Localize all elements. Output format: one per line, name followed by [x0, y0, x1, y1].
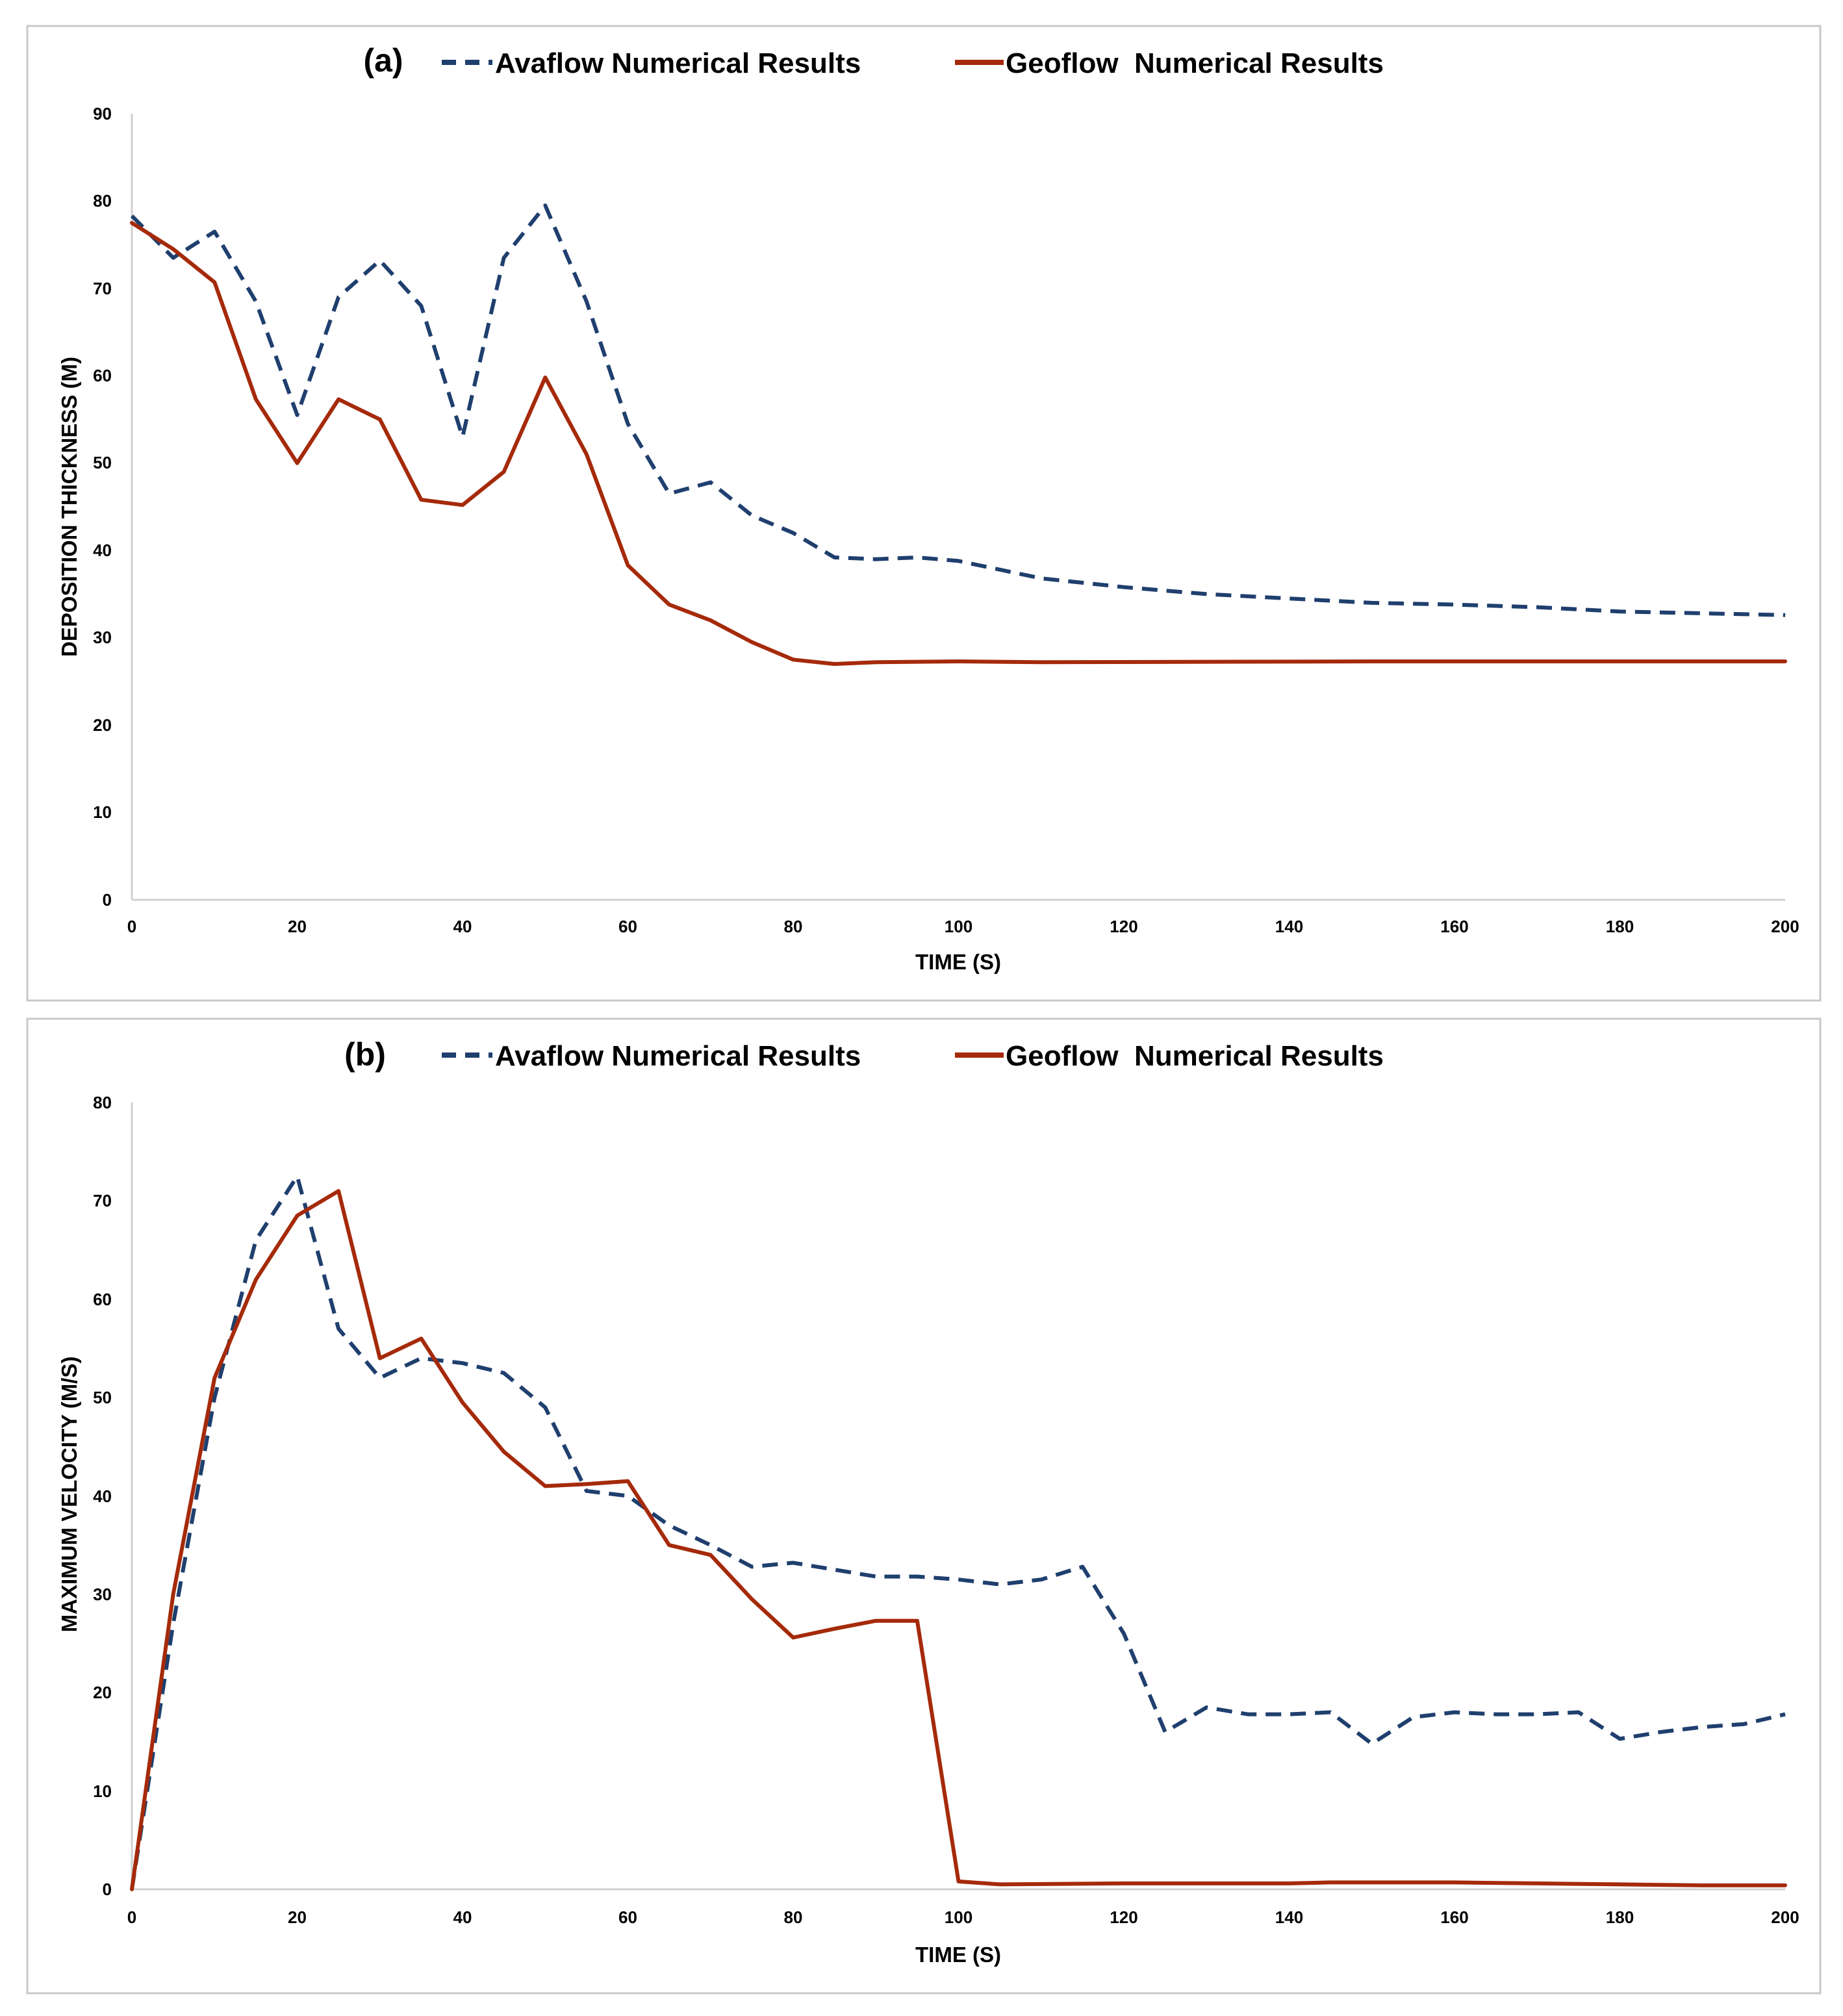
y-tick-label: 10: [93, 1781, 112, 1801]
y-tick-label: 10: [93, 802, 112, 822]
x-tick-label: 20: [288, 917, 307, 936]
chart-frame-b: [26, 1017, 1822, 1995]
y-tick-label: 50: [93, 453, 112, 472]
x-tick-label: 120: [1110, 917, 1138, 936]
y-tick-label: 40: [93, 541, 112, 560]
y-tick-label: 70: [93, 279, 112, 298]
series-line-geoflow-a: [130, 221, 1787, 666]
y-tick-label: 60: [93, 366, 112, 385]
y-tick-label: 30: [93, 1585, 112, 1604]
x-tick-label: 100: [945, 1908, 972, 1927]
x-tick-label: 120: [1110, 1908, 1138, 1927]
y-tick-label: 60: [93, 1290, 112, 1309]
plot-area-a: [130, 203, 1787, 666]
legend-label-avaflow-b: Avaflow Numerical Results: [495, 1040, 861, 1072]
chart-panel-a: (a) Avaflow Numerical Results Geoflow Nu…: [26, 25, 1822, 1002]
chart-frame-a: [26, 25, 1822, 1002]
y-tick-label: 30: [93, 628, 112, 647]
x-ticks-a: 0 20 40 60 80 100 120 140 160 180 200: [127, 917, 1799, 936]
x-tick-label: 40: [453, 1908, 472, 1927]
x-tick-label: 100: [945, 917, 972, 936]
y-tick-label: 0: [103, 1880, 112, 1899]
chart-panel-b: (b) Avaflow Numerical Results Geoflow Nu…: [26, 1017, 1822, 1995]
x-tick-label: 0: [127, 1908, 136, 1927]
legend-label-geoflow-a: Geoflow Numerical Results: [1006, 47, 1384, 79]
x-tick-label: 80: [784, 917, 803, 936]
series-line-avaflow-b: [130, 1174, 1786, 1890]
y-ticks-b: 0 10 20 30 40 50 60 70 80: [93, 1093, 112, 1899]
y-tick-label: 80: [93, 1093, 112, 1112]
y-ticks-a: 0 10 20 30 40 50 60 70 80 90: [93, 104, 112, 910]
x-tick-label: 140: [1275, 917, 1303, 936]
y-tick-label: 40: [93, 1486, 112, 1506]
x-tick-label: 140: [1275, 1908, 1303, 1927]
series-line-geoflow-b: [130, 1189, 1787, 1891]
y-tick-label: 50: [93, 1388, 112, 1407]
x-tick-label: 200: [1771, 917, 1799, 936]
x-tick-label: 80: [784, 1908, 803, 1927]
x-tick-label: 180: [1606, 1908, 1634, 1927]
x-tick-label: 20: [288, 1908, 307, 1927]
x-tick-label: 160: [1440, 917, 1468, 936]
x-axis-title-a: TIME (S): [915, 950, 1001, 974]
y-tick-label: 20: [93, 1683, 112, 1702]
y-tick-label: 90: [93, 104, 112, 123]
y-tick-label: 70: [93, 1191, 112, 1210]
x-ticks-b: 0 20 40 60 80 100 120 140 160 180 200: [127, 1908, 1799, 1927]
y-axis-title-a: DEPOSITION THICKNESS (M): [57, 357, 81, 657]
y-tick-label: 20: [93, 715, 112, 735]
x-tick-label: 160: [1440, 1908, 1468, 1927]
x-tick-label: 180: [1606, 917, 1634, 936]
series-line-avaflow-a: [130, 203, 1786, 617]
y-tick-label: 80: [93, 191, 112, 211]
plot-area-b: [130, 1174, 1787, 1891]
x-tick-label: 60: [618, 1908, 637, 1927]
x-axis-title-b: TIME (S): [915, 1943, 1001, 1967]
legend-label-avaflow-a: Avaflow Numerical Results: [495, 47, 861, 79]
x-tick-label: 200: [1771, 1908, 1799, 1927]
panel-label-a: (a): [363, 42, 403, 79]
x-tick-label: 40: [453, 917, 472, 936]
legend-label-geoflow-b: Geoflow Numerical Results: [1006, 1040, 1384, 1072]
x-tick-label: 0: [127, 917, 136, 936]
legend-a: Avaflow Numerical Results Geoflow Numeri…: [442, 47, 1384, 79]
y-axis-title-b: MAXIMUM VELOCITY (M/S): [57, 1357, 81, 1633]
x-tick-label: 60: [618, 917, 637, 936]
panel-label-b: (b): [344, 1036, 386, 1073]
y-tick-label: 0: [103, 890, 112, 910]
legend-b: Avaflow Numerical Results Geoflow Numeri…: [442, 1040, 1384, 1072]
